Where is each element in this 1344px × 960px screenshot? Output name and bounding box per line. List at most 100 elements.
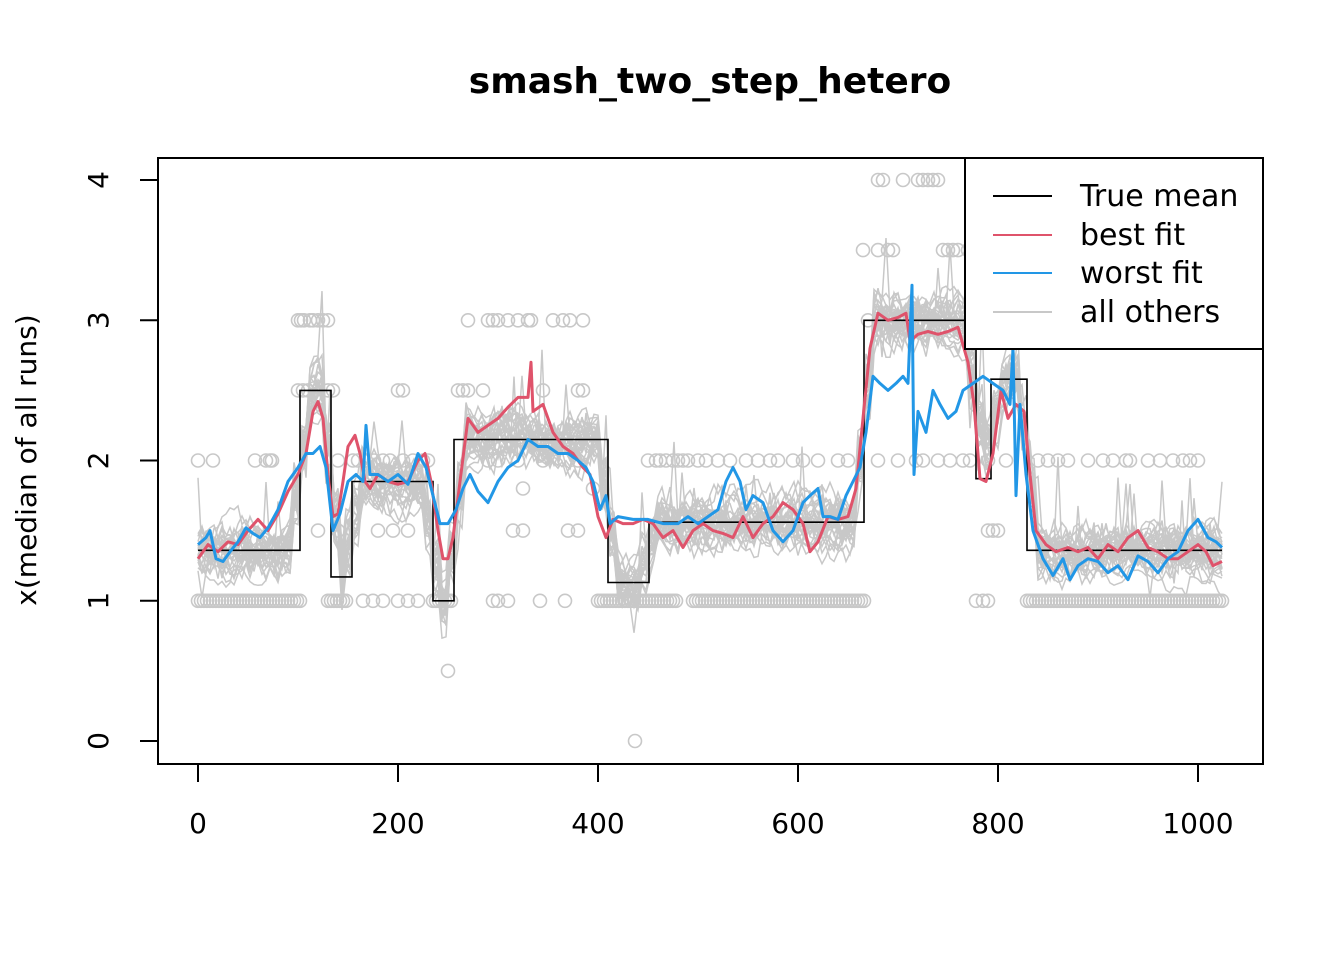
observation-point	[500, 312, 516, 328]
observation-point	[762, 453, 778, 468]
observation-point	[450, 383, 466, 398]
observation-point	[475, 383, 491, 398]
observation-point	[722, 453, 738, 468]
observation-point	[940, 242, 956, 258]
observation-point	[875, 172, 891, 188]
y-tick-label: 1	[82, 592, 115, 610]
observation-point	[310, 312, 326, 328]
observation-point	[1118, 453, 1134, 468]
observation-point	[390, 593, 406, 609]
observation-point	[980, 523, 996, 538]
observation-point	[375, 593, 391, 609]
observation-point	[355, 593, 371, 609]
observation-point	[455, 383, 471, 398]
observation-point	[485, 593, 501, 609]
observation-point	[785, 453, 801, 468]
observation-point	[855, 242, 871, 258]
observation-point	[532, 593, 548, 609]
observation-point	[190, 453, 206, 468]
observation-point	[485, 312, 501, 328]
observation-point	[910, 172, 926, 188]
observation-point	[570, 383, 586, 398]
legend-label: best fit	[1080, 218, 1185, 253]
observation-point	[264, 453, 280, 468]
observation-point	[395, 383, 411, 398]
observation-point	[690, 453, 706, 468]
observation-point	[390, 383, 406, 398]
observation-point	[247, 453, 263, 468]
observation-point	[975, 593, 991, 609]
observation-point	[980, 593, 996, 609]
observation-point	[545, 312, 561, 328]
observation-point	[915, 453, 931, 468]
legend-label: all others	[1080, 295, 1220, 330]
observation-point	[1080, 453, 1096, 468]
x-tick-label: 1000	[1162, 807, 1233, 840]
observation-point	[557, 593, 573, 609]
observation-point	[830, 453, 846, 468]
observation-point	[627, 733, 643, 749]
x-tick-label: 400	[571, 807, 624, 840]
observation-point	[490, 312, 506, 328]
observation-point	[560, 523, 576, 538]
observation-point	[205, 453, 221, 468]
other-fit-line	[197, 295, 1223, 614]
observation-point	[738, 453, 754, 468]
observation-point	[258, 453, 274, 468]
x-tick-label: 600	[771, 807, 824, 840]
x-tick-label: 0	[189, 807, 207, 840]
observation-point	[460, 383, 476, 398]
observation-point	[370, 523, 386, 538]
best-fit-line	[196, 311, 1223, 568]
observation-point	[490, 593, 506, 609]
observation-point	[570, 523, 586, 538]
observation-point	[515, 523, 531, 538]
observation-point	[460, 312, 476, 328]
observation-point	[895, 172, 911, 188]
worst-fit-line	[197, 283, 1224, 582]
observation-point	[880, 242, 896, 258]
x-tick-label: 800	[971, 807, 1024, 840]
observation-point	[310, 523, 326, 538]
observation-point	[1175, 453, 1191, 468]
y-tick-label: 3	[82, 311, 115, 329]
observation-point	[680, 453, 696, 468]
legend-box	[964, 157, 1264, 350]
observation-point	[505, 523, 521, 538]
observation-point	[955, 453, 971, 468]
observation-point	[985, 523, 1001, 538]
observation-point	[296, 312, 312, 328]
observation-point	[1214, 593, 1230, 609]
observation-point	[856, 593, 872, 609]
observation-point	[400, 593, 416, 609]
observation-point	[555, 312, 571, 328]
observation-point	[515, 481, 531, 496]
observation-point	[870, 453, 886, 468]
observation-point	[1040, 453, 1056, 468]
observation-point	[968, 593, 984, 609]
observation-point	[710, 453, 726, 468]
observation-point	[870, 172, 886, 188]
y-tick-label: 4	[82, 171, 115, 189]
observation-point	[1182, 453, 1198, 468]
y-tick-label: 0	[82, 732, 115, 750]
observation-point	[500, 593, 516, 609]
legend-label: worst fit	[1080, 256, 1203, 291]
observation-point	[1165, 453, 1181, 468]
observation-point	[750, 453, 766, 468]
x-tick-label: 200	[371, 807, 424, 840]
observation-point	[365, 593, 381, 609]
observation-point	[770, 453, 786, 468]
chart-title: smash_two_step_hetero	[469, 61, 951, 102]
y-axis-label: x(median of all runs)	[10, 314, 43, 605]
observation-point	[945, 242, 961, 258]
observation-point	[920, 172, 936, 188]
observation-point	[915, 172, 931, 188]
observation-point	[890, 453, 906, 468]
observation-point	[670, 453, 686, 468]
observation-point	[575, 383, 591, 398]
observation-point	[675, 453, 691, 468]
observation-point	[523, 312, 539, 328]
